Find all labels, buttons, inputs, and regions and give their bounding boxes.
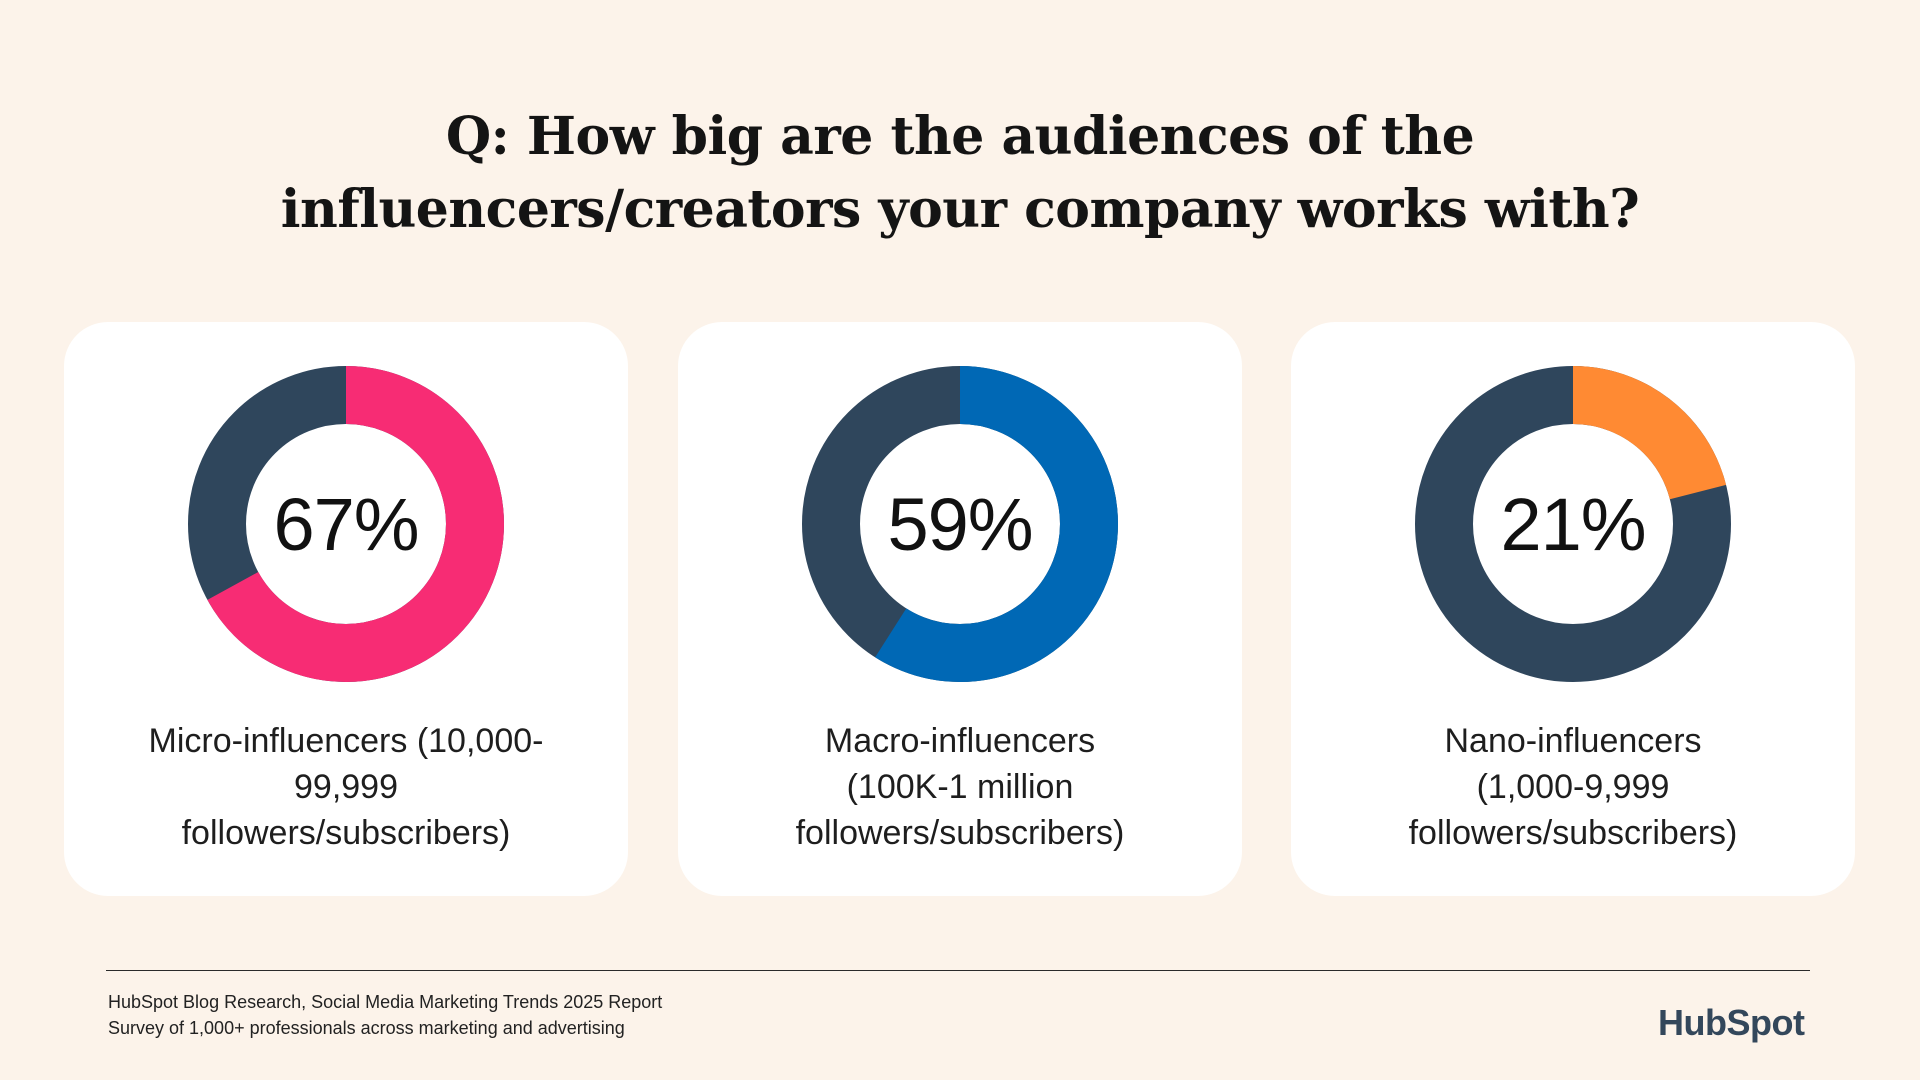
label-line: 99,999 <box>294 768 398 806</box>
hubspot-logo: HubSpot <box>1658 1002 1805 1043</box>
label-line: (100K-1 million <box>846 768 1074 806</box>
donut-chart-nano <box>1415 366 1731 682</box>
label-line: followers/subscribers) <box>1408 814 1738 852</box>
donut-chart-micro <box>188 366 504 682</box>
label-line: followers/subscribers) <box>181 814 511 852</box>
label-line: Macro-influencers <box>824 722 1096 760</box>
donut-category-label: Nano-influencers (1,000-9,999 followers/… <box>1331 718 1815 856</box>
label-line: (1,000-9,999 <box>1476 768 1670 806</box>
donut-percent-value: 67% <box>273 482 419 566</box>
donut-percent-value: 59% <box>887 482 1033 566</box>
source-note: HubSpot Blog Research, Social Media Mark… <box>108 989 662 1041</box>
donut-percent-value: 21% <box>1500 482 1646 566</box>
chart-title: Q: How big are the audiences of the infl… <box>0 100 1920 246</box>
chart-title-line-1: Q: How big are the audiences of the <box>445 106 1475 167</box>
label-line: Nano-influencers <box>1444 722 1702 760</box>
donut-value-arc <box>1415 366 1731 682</box>
donut-category-label: Macro-influencers (100K-1 million follow… <box>718 718 1202 856</box>
donut-card-nano: 21% Nano-influencers (1,000-9,999 follow… <box>1291 322 1855 896</box>
chart-title-line-2: influencers/creators your company works … <box>280 179 1640 240</box>
donut-value-arc <box>802 366 1118 682</box>
donut-category-label: Micro-influencers (10,000- 99,999 follow… <box>104 718 588 856</box>
donut-value-arc <box>188 366 504 682</box>
source-line-1: HubSpot Blog Research, Social Media Mark… <box>108 992 663 1012</box>
donut-card-macro: 59% Macro-influencers (100K-1 million fo… <box>678 322 1242 896</box>
label-line: followers/subscribers) <box>795 814 1125 852</box>
footer-divider <box>106 970 1810 971</box>
label-line: Micro-influencers (10,000- <box>148 722 544 760</box>
source-line-2: Survey of 1,000+ professionals across ma… <box>108 1018 625 1038</box>
donut-chart-macro <box>802 366 1118 682</box>
donut-card-micro: 67% Micro-influencers (10,000- 99,999 fo… <box>64 322 628 896</box>
